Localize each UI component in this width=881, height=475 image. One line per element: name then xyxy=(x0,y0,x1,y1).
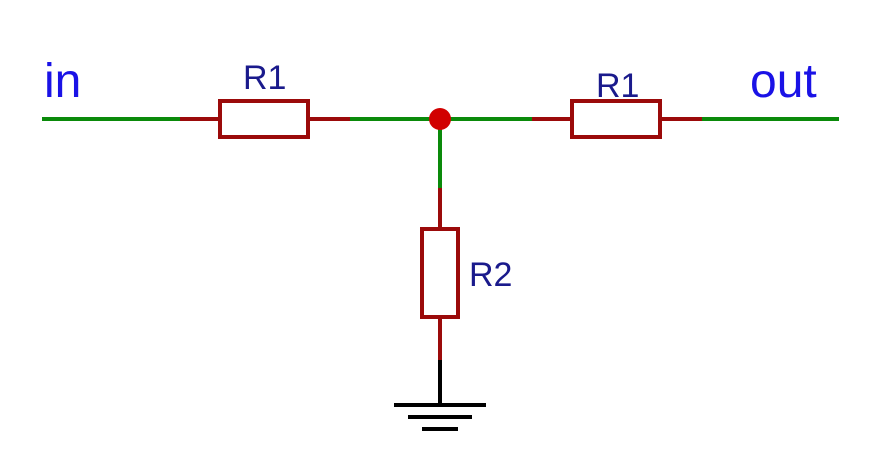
resistor-r1-right xyxy=(570,99,662,139)
resistor-r1-left xyxy=(218,99,310,139)
input-port-label: in xyxy=(44,55,81,108)
output-port-label: out xyxy=(750,55,817,108)
junction-node xyxy=(429,108,451,130)
ground-icon xyxy=(394,403,486,431)
resistor-r2 xyxy=(420,227,460,319)
resistor-r1-left-label: R1 xyxy=(243,59,286,97)
resistor-r2-label: R2 xyxy=(469,256,512,294)
resistor-r1-right-label: R1 xyxy=(596,67,639,105)
